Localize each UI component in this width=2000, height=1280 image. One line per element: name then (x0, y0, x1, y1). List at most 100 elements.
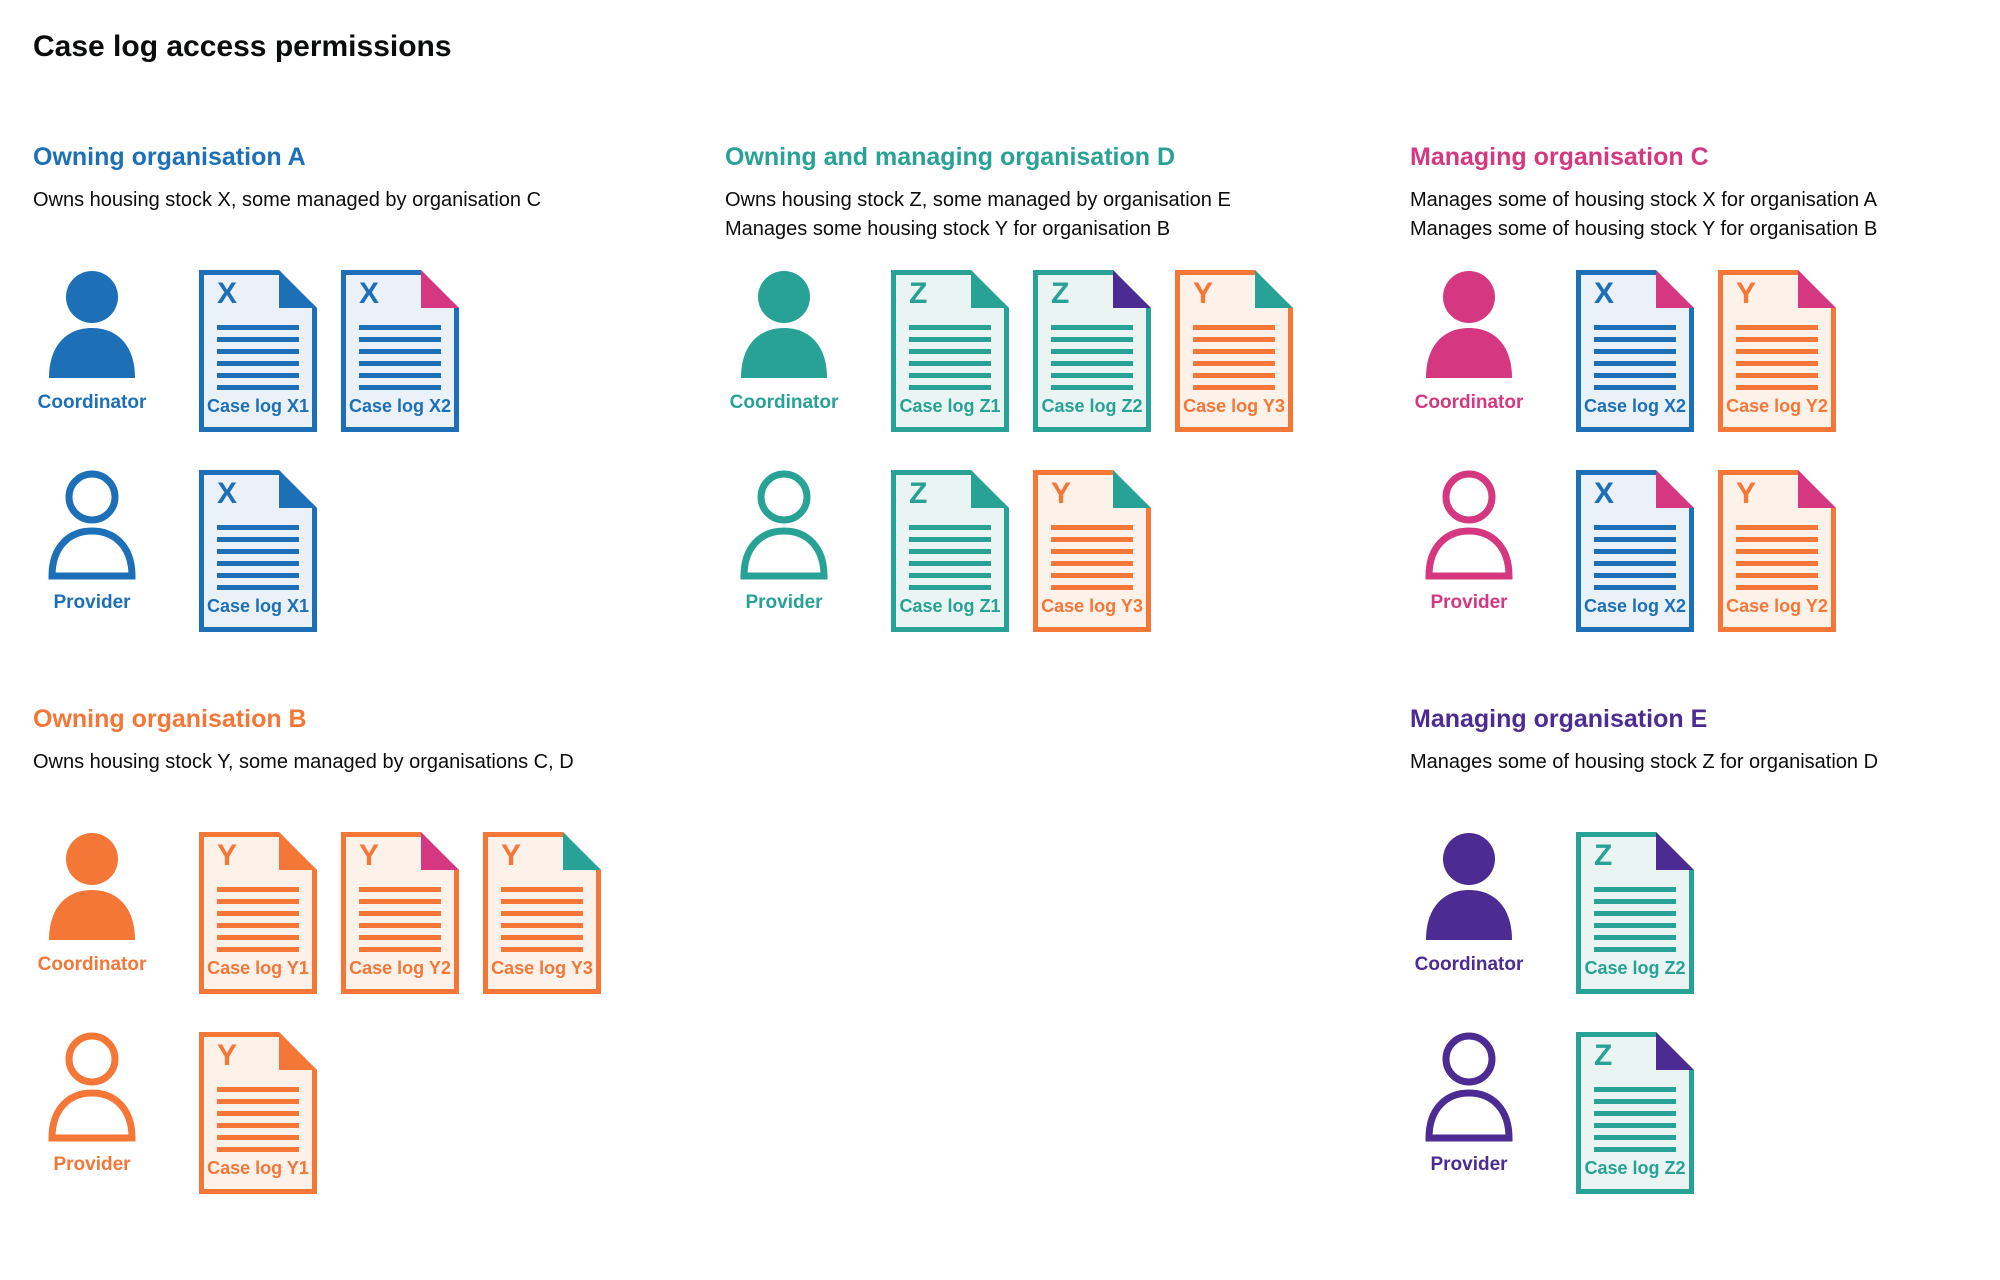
document-text-lines (1594, 1087, 1676, 1152)
coordinator-figure: Coordinator (725, 270, 843, 414)
document-text-lines (1594, 325, 1676, 390)
document-text-lines (217, 325, 299, 390)
folded-corner-icon (1798, 470, 1836, 508)
coordinator-figure: Coordinator (1410, 832, 1528, 976)
person-filled-icon (741, 271, 827, 378)
role-label: Coordinator (1414, 392, 1524, 413)
folded-corner-icon (1656, 270, 1694, 308)
case-log-card: Z Case log Z2 (1576, 1032, 1694, 1194)
document-text-lines (909, 325, 991, 390)
case-log-card: Y Case log Y3 (1175, 270, 1293, 432)
folded-corner-icon (1255, 270, 1293, 308)
case-log-card: Y Case log Y3 (483, 832, 601, 994)
section-owning-organisation-b: Owning organisation B Owns housing stock… (33, 704, 673, 1194)
person-outline-icon (48, 1032, 136, 1142)
coordinator-row: Coordinator X Case log X2 Y Case log Y2 (1410, 270, 2000, 432)
stock-letter: Y (217, 1039, 238, 1072)
document-text-lines (217, 1087, 299, 1152)
stock-letter: Z (1594, 839, 1613, 872)
document-text-lines (1736, 325, 1818, 390)
stock-letter: X (359, 277, 380, 310)
case-log-card: X Case log X2 (1576, 270, 1694, 432)
document-text-lines (1594, 525, 1676, 590)
section-heading: Owning organisation B (33, 705, 307, 733)
case-log-label: Case log Y2 (1726, 396, 1828, 416)
case-log-card: Y Case log Y1 (199, 1032, 317, 1194)
coordinator-row: Coordinator Z Case log Z1 Z Case log Z2 … (725, 270, 1365, 432)
coordinator-row: Coordinator Z Case log Z2 (1410, 832, 2000, 994)
provider-row: Provider Z Case log Z2 (1410, 1032, 2000, 1194)
provider-row: Provider X Case log X1 (33, 470, 673, 632)
case-log-label: Case log Z2 (1584, 958, 1686, 978)
document-text-lines (909, 525, 991, 590)
section-heading: Managing organisation C (1410, 143, 1709, 171)
person-outline-icon (740, 470, 828, 580)
role-label: Coordinator (729, 392, 839, 413)
case-log-label: Case log Z1 (899, 396, 1001, 416)
person-filled-icon (49, 833, 135, 940)
provider-row: Provider Y Case log Y1 (33, 1032, 673, 1194)
description-line: Owns housing stock Y, some managed by or… (33, 751, 574, 773)
description-line: Manages some of housing stock Z for orga… (1410, 751, 1879, 773)
person-filled-icon (49, 271, 135, 378)
case-log-label: Case log Y3 (491, 958, 593, 978)
provider-figure: Provider (725, 470, 843, 614)
case-log-label: Case log X2 (1583, 396, 1687, 416)
role-label: Coordinator (1414, 954, 1524, 975)
case-log-card: Y Case log Y3 (1033, 470, 1151, 632)
section-description: Owns housing stock Z, some managed by or… (725, 186, 1365, 244)
folded-corner-icon (279, 832, 317, 870)
role-label: Provider (1430, 592, 1508, 613)
role-label: Coordinator (37, 954, 147, 975)
person-filled-icon (1426, 271, 1512, 378)
coordinator-row: Coordinator Y Case log Y1 Y Case log Y2 … (33, 832, 673, 994)
document-text-lines (1594, 887, 1676, 952)
case-log-card: Z Case log Z2 (1576, 832, 1694, 994)
case-log-label: Case log Y3 (1041, 596, 1143, 616)
folded-corner-icon (421, 832, 459, 870)
folded-corner-icon (563, 832, 601, 870)
case-log-card: X Case log X1 (199, 470, 317, 632)
case-log-label: Case log Z2 (1584, 1158, 1686, 1178)
document-text-lines (1193, 325, 1275, 390)
provider-figure: Provider (1410, 1032, 1528, 1176)
case-log-card: Z Case log Z1 (891, 470, 1009, 632)
section-heading: Owning and managing organisation D (725, 143, 1176, 171)
stock-letter: Y (501, 839, 522, 872)
stock-letter: Z (1594, 1039, 1613, 1072)
case-log-label: Case log Y3 (1183, 396, 1285, 416)
stock-letter: Z (909, 277, 928, 310)
stock-letter: Y (1736, 277, 1757, 310)
document-text-lines (501, 887, 583, 952)
case-log-label: Case log X2 (348, 396, 452, 416)
folded-corner-icon (421, 270, 459, 308)
document-text-lines (359, 887, 441, 952)
coordinator-figure: Coordinator (1410, 270, 1528, 414)
folded-corner-icon (279, 270, 317, 308)
provider-figure: Provider (33, 1032, 151, 1176)
case-log-label: Case log X2 (1583, 596, 1687, 616)
person-outline-icon (1425, 1032, 1513, 1142)
person-outline-icon (1425, 470, 1513, 580)
role-label: Coordinator (37, 392, 147, 413)
case-log-card: Y Case log Y1 (199, 832, 317, 994)
document-text-lines (359, 325, 441, 390)
case-log-card: Y Case log Y2 (341, 832, 459, 994)
case-log-card: Y Case log Y2 (1718, 470, 1836, 632)
case-log-label: Case log Z2 (1041, 396, 1143, 416)
role-label: Provider (745, 592, 823, 613)
case-log-card: X Case log X1 (199, 270, 317, 432)
role-label: Provider (53, 1154, 131, 1175)
coordinator-row: Coordinator X Case log X1 X Case log X2 (33, 270, 673, 432)
description-line: Manages some of housing stock Y for orga… (1410, 218, 1878, 240)
section-description: Owns housing stock Y, some managed by or… (33, 748, 673, 806)
section-owning-and-managing-organisation-d: Owning and managing organisation D Owns … (725, 142, 1365, 632)
stock-letter: Z (909, 477, 928, 510)
folded-corner-icon (971, 470, 1009, 508)
case-log-label: Case log Y1 (207, 1158, 309, 1178)
stock-letter: Y (1051, 477, 1072, 510)
folded-corner-icon (971, 270, 1009, 308)
case-log-card: X Case log X2 (341, 270, 459, 432)
stock-letter: X (217, 277, 238, 310)
section-heading: Managing organisation E (1410, 705, 1708, 733)
